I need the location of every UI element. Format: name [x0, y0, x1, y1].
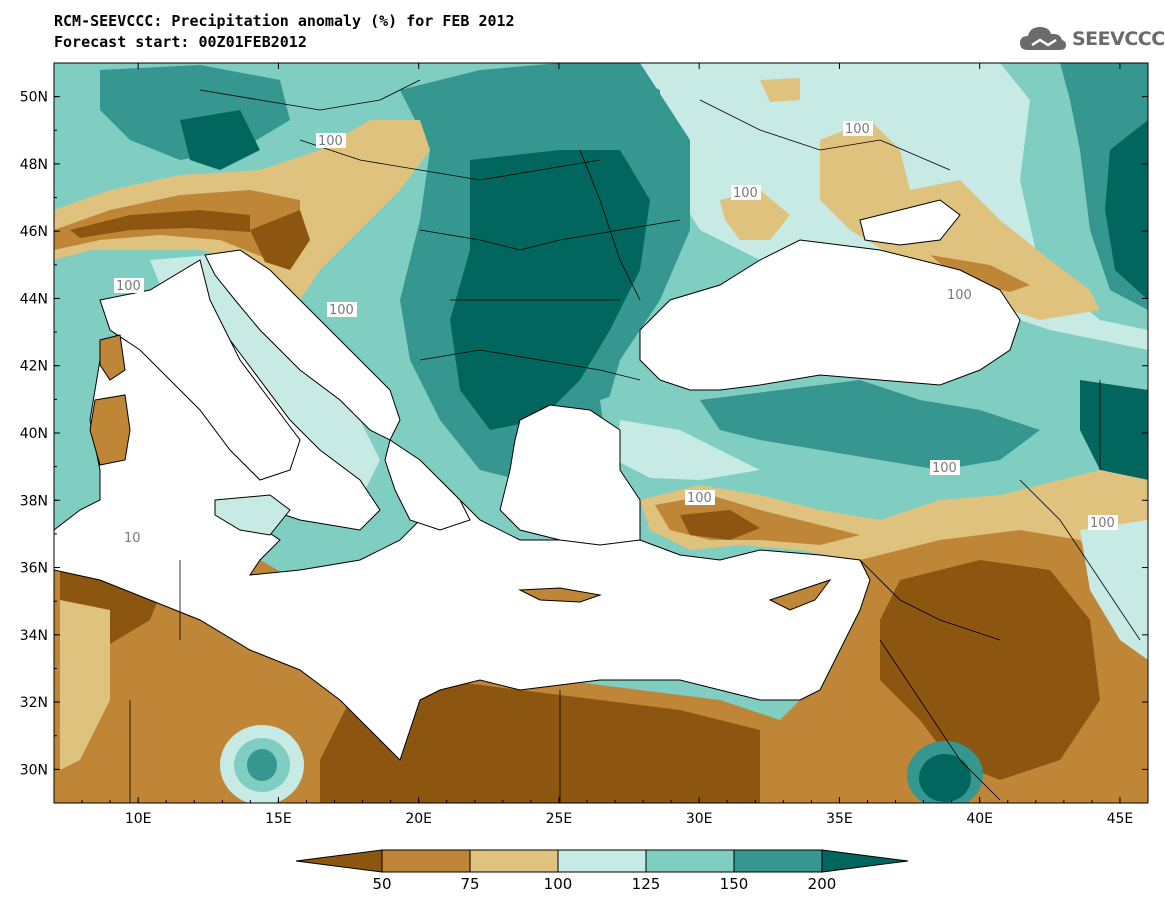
field-turkey-dark — [700, 380, 1040, 470]
seevccc-logo: SEEVCCC — [1018, 22, 1165, 56]
lon-tick-label: 25E — [546, 811, 573, 827]
border-line — [699, 99, 951, 171]
lat-tick-label: 42N — [20, 359, 48, 375]
border-line — [579, 149, 641, 301]
colorbar: 50 75 100 125 150 200 — [295, 849, 909, 893]
colorbar-segment — [733, 849, 823, 873]
lat-tick-label: 30N — [20, 762, 48, 778]
field-saudi-darkteal — [919, 754, 971, 802]
lon-tick-label: 15E — [265, 811, 292, 827]
colorbar-label: 150 — [720, 875, 749, 893]
contour-label: 100 — [947, 288, 972, 303]
border-line — [879, 639, 1001, 801]
logo-text: SEEVCCC — [1072, 28, 1165, 50]
lat-tick-label: 38N — [20, 493, 48, 509]
border-line — [419, 349, 641, 381]
field-anatolia-dark — [680, 510, 760, 540]
islands — [89, 334, 832, 611]
colorbar-segment — [821, 849, 909, 873]
field-libya-dark — [320, 680, 760, 803]
lat-axis: 50N 48N 46N 44N 42N 40N 38N 36N 34N 32N 30N — [20, 62, 1148, 804]
colorbar-label: 50 — [372, 875, 391, 893]
tyrrhenian-sea — [99, 259, 301, 481]
corsica — [99, 334, 126, 381]
precip-field — [54, 63, 1148, 803]
lon-tick-label: 20E — [405, 811, 432, 827]
lat-tick-label: 46N — [20, 224, 48, 240]
colorbar-segment — [557, 849, 647, 873]
field-nw-darkest — [180, 110, 260, 170]
field-odesa-tan — [720, 190, 790, 240]
contour-label: 100 — [687, 491, 712, 506]
sea-mask — [53, 199, 1021, 761]
field-aegean-light — [615, 420, 760, 480]
field-balkan-darkest — [450, 150, 650, 430]
crete — [518, 587, 602, 603]
colorbar-label: 100 — [544, 875, 573, 893]
border-line — [859, 559, 1001, 641]
field-slovenia-dark — [250, 210, 310, 270]
chart-title: RCM-SEEVCCC: Precipitation anomaly (%) f… — [54, 12, 515, 30]
lat-tick-label: 36N — [20, 561, 48, 577]
field-iraq-light — [1080, 520, 1148, 660]
lon-tick-label: 10E — [125, 811, 152, 827]
contour-label: 10 — [124, 531, 141, 546]
field-algeria-tan — [60, 600, 110, 770]
colorbar-segment — [645, 849, 735, 873]
border-line — [199, 79, 421, 111]
field-kyiv-tan — [760, 78, 800, 102]
lon-axis: 10E 15E 20E 25E 30E 35E 40E 45E — [53, 63, 1149, 827]
lon-tick-label: 40E — [966, 811, 993, 827]
lon-tick-label: 35E — [826, 811, 853, 827]
sea-of-azov — [859, 199, 961, 246]
contour-label: 100 — [845, 122, 870, 137]
border-line — [419, 219, 681, 251]
field-ukraine-tan — [820, 120, 1100, 320]
cloud-icon — [1020, 27, 1066, 50]
lat-tick-label: 50N — [20, 90, 48, 106]
ionian-sea — [384, 439, 471, 531]
borders — [129, 79, 1141, 803]
field-moldova-dark — [570, 70, 660, 150]
cyprus — [768, 579, 832, 611]
chart-subtitle: Forecast start: 00Z01FEB2012 — [54, 33, 307, 51]
lat-tick-label: 32N — [20, 695, 48, 711]
colorbar-label: 125 — [632, 875, 661, 893]
border-line — [299, 139, 601, 181]
colorbar-label: 200 — [808, 875, 837, 893]
field-east-darkest — [1105, 120, 1148, 300]
contour-label: 100 — [932, 461, 957, 476]
contour-label: 100 — [1090, 516, 1115, 531]
field-libya-dark-teal — [247, 749, 277, 781]
lon-tick-label: 45E — [1107, 811, 1134, 827]
sicily — [214, 494, 291, 536]
field-mideast-dark — [880, 560, 1100, 780]
sardinia — [89, 394, 131, 466]
contour-labels: 100 100 100 100 100 100 100 100 100 10 — [114, 121, 1118, 546]
colorbar-segment — [469, 849, 559, 873]
contour-label: 100 — [116, 279, 141, 294]
lat-tick-label: 40N — [20, 426, 48, 442]
colorbar-label: 75 — [460, 875, 479, 893]
contour-label: 100 — [733, 186, 758, 201]
contour-label: 100 — [329, 303, 354, 318]
colorbar-segment — [295, 849, 383, 873]
lon-tick-label: 30E — [686, 811, 713, 827]
border-line — [1019, 479, 1141, 641]
contour-label: 100 — [318, 134, 343, 149]
black-sea — [639, 239, 1021, 391]
field-alps-dark — [70, 210, 250, 238]
field-ukraine-brown — [930, 255, 1030, 292]
lat-tick-label: 48N — [20, 157, 48, 173]
lat-tick-label: 44N — [20, 291, 48, 307]
lat-tick-label: 34N — [20, 628, 48, 644]
colorbar-segment — [381, 849, 471, 873]
field-caucasus-dark — [1080, 380, 1148, 480]
aegean-sea — [499, 404, 641, 546]
